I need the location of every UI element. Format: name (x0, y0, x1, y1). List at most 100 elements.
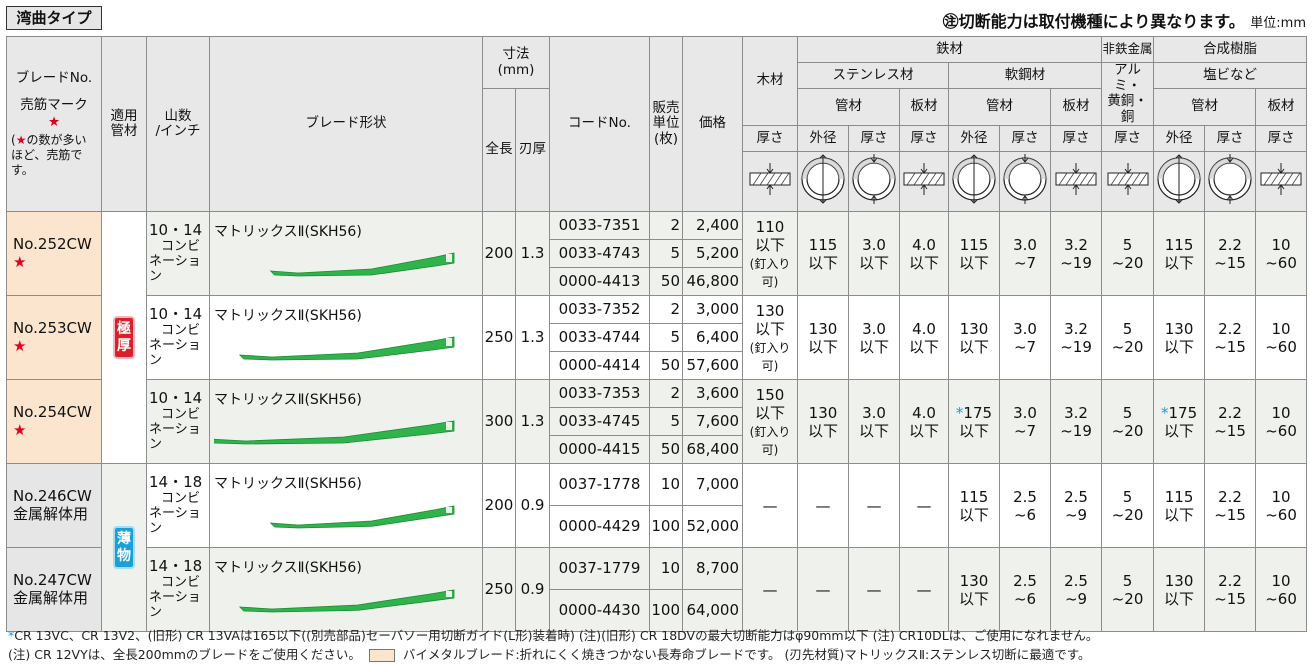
best-seller-star-icon: ★ (13, 336, 27, 355)
wood-capacity: — (742, 463, 798, 549)
plate-diagram-icon-svg (749, 163, 791, 196)
sales-unit: 10 (649, 547, 683, 591)
capacity-range: ~20 (1111, 505, 1144, 524)
price: 3,000 (682, 295, 743, 325)
footnote-2: (注) CR 12VYは、全長200mmのブレードをご使用ください。 バイメタル… (8, 644, 1091, 663)
capacity-value: 115 (1164, 487, 1194, 506)
capacity-range: ~7 (1013, 337, 1037, 356)
blade-thickness: 1.3 (515, 379, 550, 465)
blade-body (269, 505, 455, 528)
sales-unit: 2 (649, 295, 683, 325)
sales-unit: 5 (649, 239, 683, 269)
cutting-capacity: 130 以下 (797, 295, 849, 381)
code-number: 0033-7352 (549, 295, 650, 325)
cutting-capacity: — (797, 547, 849, 633)
header-ss-thick: 厚さ (848, 125, 900, 153)
wood-capacity-value: — (762, 496, 778, 515)
cutting-capacity: — (899, 463, 949, 549)
blade-material-label: マトリックスⅡ(SKH56) (214, 476, 362, 493)
cutting-capacity: 4.0 以下 (899, 379, 949, 465)
header-star-icon: ★ (47, 113, 61, 130)
capacity-range: 以下 (807, 253, 838, 272)
sales-unit: 5 (649, 323, 683, 353)
capacity-value: 5 (1122, 487, 1133, 506)
plate-diagram-icon-svg (1260, 163, 1302, 196)
cutting-capacity: 115 以下 (1153, 463, 1206, 549)
price: 6,400 (682, 323, 743, 353)
header-applicable-2: 管材 (110, 123, 138, 140)
teeth-value: 10・14 (149, 389, 203, 408)
cutting-capacity: 2.2 ~15 (1204, 463, 1257, 549)
capacity-value: 130 (808, 319, 838, 338)
header-teeth-2: /インチ (155, 123, 201, 140)
cutting-capacity: *175 以下 (1153, 379, 1206, 465)
capacity-note-text: ㊟切断能力は取付機種により異なります。 (942, 12, 1245, 31)
teeth-per-inch: 10・14 コンビ ネーション (146, 379, 210, 465)
pipe-thick-diagram-icon (999, 151, 1051, 213)
teeth-value: 10・14 (149, 221, 203, 240)
header-synthetic-plate: 板材 (1255, 87, 1308, 127)
cutting-capacity: 130 以下 (948, 295, 1000, 381)
blade-spec-table: ブレードNo. 売筋マーク ★ (★の数が多い ほど、売筋です。 適用 管材 山数/イ… (6, 35, 1308, 633)
code-number: 0033-4744 (549, 323, 650, 353)
pipe-arrows (1021, 154, 1029, 205)
wood-capacity-value: 150 (755, 385, 785, 404)
plate-arrows (766, 163, 774, 196)
blade-tang (446, 590, 452, 597)
teeth-type-1: コンビ (161, 407, 201, 423)
cutting-capacity: 4.0 以下 (899, 211, 949, 297)
capacity-value: 115 (1164, 235, 1194, 254)
price: 52,000 (682, 505, 743, 549)
capacity-value: — (916, 580, 932, 599)
header-syn-thick: 厚さ (1204, 125, 1257, 153)
capacity-value: 130 (959, 319, 989, 338)
wood-capacity-value: — (762, 580, 778, 599)
cutting-capacity: 3.2 ~19 (1049, 379, 1103, 465)
header-star-note: (★の数が多い ほど、売筋です。 (11, 132, 87, 177)
header-teeth-1: 山数 (164, 107, 192, 124)
price: 3,600 (682, 379, 743, 409)
blade-shape: マトリックスⅡ(SKH56) (209, 295, 483, 381)
header-mild-steel: 軟鋼材 (947, 62, 1103, 89)
pipe-arrows (970, 154, 978, 205)
capacity-value: 3.0 (862, 403, 886, 422)
plate-diagram-icon-svg (903, 163, 945, 196)
pipe-inner-ring (1008, 162, 1042, 196)
blade-usage-label: 金属解体用 (13, 588, 89, 607)
header-blade-no-label: ブレードNo. (15, 70, 93, 87)
header-syn-plate-thick: 厚さ (1255, 125, 1308, 153)
cutting-capacity: 2.2 ~15 (1204, 295, 1257, 381)
cutting-capacity: 3.0 以下 (848, 211, 900, 297)
capacity-value: 4.0 (912, 319, 936, 338)
cutting-capacity: 115 以下 (797, 211, 849, 297)
code-number: 0000-4430 (549, 589, 650, 633)
teeth-type-2: ネーション (149, 506, 201, 536)
wood-nail-note: (釘入り可) (749, 340, 791, 373)
cutting-capacity: 3.2 ~19 (1049, 211, 1103, 297)
pipe-thick-diagram-icon (848, 151, 900, 213)
cutting-capacity: 10 ~60 (1255, 379, 1308, 465)
teeth-per-inch: 14・18 コンビ ネーション (146, 547, 210, 633)
capacity-range: 以下 (858, 337, 889, 356)
heavy-badge: 極厚 (113, 316, 135, 359)
header-star-note-icon: ★ (15, 132, 27, 147)
plate-arrows (1072, 163, 1080, 196)
wood-capacity-suffix: 以下 (754, 403, 785, 422)
header-star-note-2: ほど、売筋です。 (11, 147, 83, 177)
header-applicable-1: 適用 (110, 107, 138, 124)
plate-rect (749, 172, 791, 186)
blade-thickness: 0.9 (515, 463, 550, 549)
header-ms-plate-thick: 厚さ (1049, 125, 1103, 153)
capacity-value: — (815, 496, 831, 515)
header-nonferrous: 非鉄金属 (1101, 36, 1155, 63)
code-number: 0033-7353 (549, 379, 650, 409)
header-dimensions: 寸法 (mm) (482, 36, 550, 89)
thin-badge-char-2: 物 (117, 547, 131, 564)
wood-capacity-value: 130 (755, 301, 785, 320)
capacity-range: 以下 (1164, 505, 1195, 524)
capacity-value: 2.2 (1218, 319, 1242, 338)
capacity-value: 3.0 (1013, 403, 1037, 422)
header-syn-outer: 外径 (1153, 125, 1206, 153)
price: 5,200 (682, 239, 743, 269)
blade-length: 200 (482, 211, 516, 297)
